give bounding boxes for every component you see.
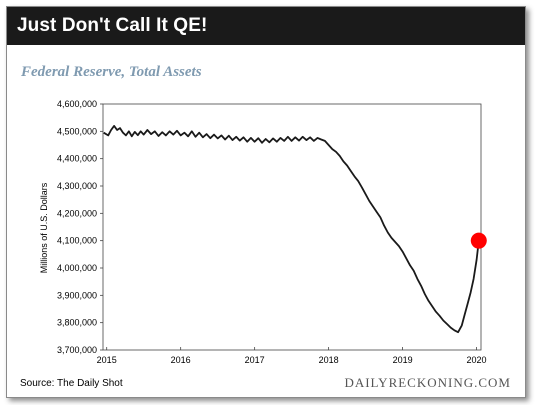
- x-tick-label: 2019: [393, 355, 413, 365]
- y-tick-label: 3,800,000: [57, 318, 97, 328]
- x-axis: 2015 2016 2017 2018 2019 2020: [97, 347, 487, 365]
- y-tick-label: 4,500,000: [57, 126, 97, 136]
- header-bar: Just Don't Call It QE!: [7, 7, 525, 45]
- end-marker: [470, 232, 487, 249]
- x-tick-label: 2017: [245, 355, 265, 365]
- chart-title: Federal Reserve, Total Assets: [21, 64, 202, 80]
- plot-frame: [102, 103, 482, 351]
- chart-card: Just Don't Call It QE! Federal Reserve, …: [6, 6, 526, 398]
- x-tick-label: 2015: [97, 355, 117, 365]
- x-tick-label: 2018: [319, 355, 339, 365]
- y-tick-label: 4,100,000: [57, 236, 97, 246]
- y-tick-label: 4,300,000: [57, 181, 97, 191]
- series-line: [103, 125, 480, 334]
- y-tick-label: 4,000,000: [57, 263, 97, 273]
- y-axis: 3,700,000 3,800,000 3,900,000 4,000,000 4,10…: [57, 99, 103, 355]
- y-tick-label: 4,400,000: [57, 154, 97, 164]
- y-tick-label: 3,900,000: [57, 290, 97, 300]
- source-note: Source: The Daily Shot: [20, 378, 123, 389]
- x-tick-label: 2020: [467, 355, 487, 365]
- y-tick-label: 3,700,000: [57, 345, 97, 355]
- y-tick-label: 4,600,000: [57, 99, 97, 109]
- y-tick-label: 4,200,000: [57, 208, 97, 218]
- x-tick-label: 2016: [171, 355, 191, 365]
- header-title: Just Don't Call It QE!: [17, 15, 208, 36]
- line-chart: 3,700,000 3,800,000 3,900,000 4,000,000 4,10…: [39, 99, 487, 365]
- y-axis-title: Millions of U.S. Dollars: [39, 182, 49, 273]
- brand-watermark: DAILYRECKONING.COM: [344, 375, 511, 390]
